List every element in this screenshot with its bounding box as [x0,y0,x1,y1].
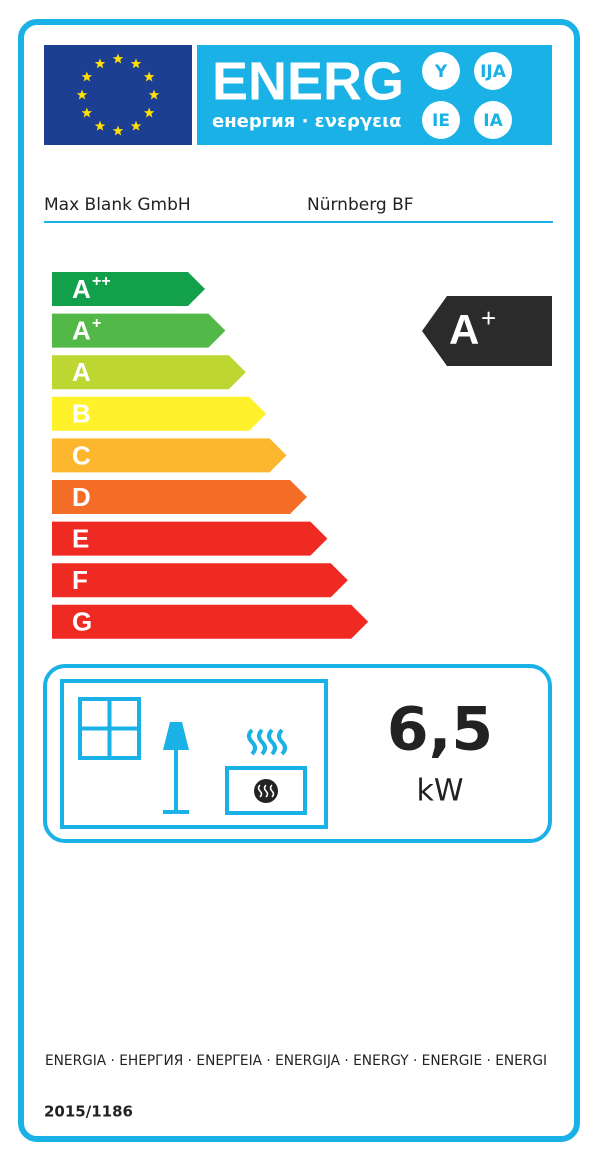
class-sup: + [92,315,101,332]
star [148,89,160,100]
rating-letter: A [449,306,479,353]
class-letter: F [72,565,88,595]
eu-stars [76,53,160,136]
badge-text: IA [483,111,503,131]
class-arrow [52,604,369,639]
class-letter: E [72,523,89,553]
output-unit: kW [416,774,463,809]
brand-subtitle: енергия · ενεργεια [212,111,402,132]
rating-arrow [422,296,552,366]
class-letter: C [72,440,91,470]
rating-sup: + [481,303,496,333]
star [130,120,142,131]
class-letter: A [72,274,91,304]
badges: Y IJA IE IA [422,52,512,139]
output-value: 6,5 [387,695,493,765]
class-arrow [52,396,267,431]
star [76,89,88,100]
class-arrow [52,521,328,556]
badge [474,52,512,90]
badge-text: IE [432,111,450,131]
class-arrow [52,355,246,390]
class-arrow [52,480,307,514]
class-letter: D [72,482,91,512]
class-arrow [52,272,205,306]
regulation: 2015/1186 [44,1103,133,1121]
star [112,125,124,136]
class-arrow [52,438,287,473]
class-arrow [52,563,348,598]
heating-icon [60,679,328,829]
output-box [43,664,552,843]
class-sup: ++ [92,273,111,290]
model: Nürnberg BF [307,195,414,215]
brand: ENERG [212,51,404,111]
star [94,120,106,131]
badge [422,101,460,139]
class-letter: B [72,399,91,429]
badge [422,52,460,90]
badge-text: Y [434,62,448,82]
star [143,71,155,82]
star [81,71,93,82]
badge-text: IJA [480,62,507,82]
class-letter: A [72,315,91,345]
class-arrow [52,313,226,348]
supplier: Max Blank GmbH [44,195,191,215]
class-letter: G [72,607,92,637]
star [81,107,93,118]
languages: ENERGIA · ЕНЕРГИЯ · ΕΝΕΡΓΕΙΑ · ENERGIJA … [45,1053,547,1069]
star [130,58,142,69]
star [112,53,124,64]
badge [474,101,512,139]
star [143,107,155,118]
lamp-shade [163,722,189,750]
heater-waves [257,784,275,798]
class-letter: A [72,357,91,387]
star [94,58,106,69]
